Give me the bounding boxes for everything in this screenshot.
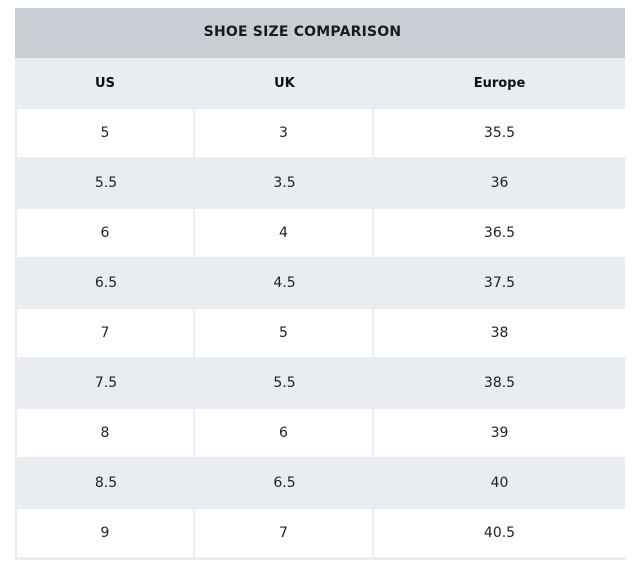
table-row: 5 3 35.5 [17,109,625,157]
column-header-uk: UK [274,75,295,91]
cell-europe: 36.5 [374,209,625,257]
cell-uk: 3 [195,109,372,157]
cell-us: 8 [17,409,193,457]
table-row: 6.5 4.5 37.5 [17,259,625,307]
table-title-bar: SHOE SIZE COMPARISON [15,8,625,58]
table-row: 9 7 40.5 [17,509,625,557]
table-row: 5.5 3.5 36 [17,159,625,207]
cell-europe: 35.5 [374,109,625,157]
table-row: 7.5 5.5 38.5 [17,359,625,407]
cell-europe: 39 [374,409,625,457]
cell-us: 6.5 [94,275,118,291]
cell-uk: 4 [195,209,372,257]
cell-europe: 38.5 [483,375,516,391]
cell-europe: 37.5 [483,275,516,291]
column-header-us: US [95,75,115,91]
table-row: 6 4 36.5 [17,209,625,257]
cell-europe: 40.5 [374,509,625,557]
cell-uk: 5.5 [273,375,296,391]
cell-uk: 4.5 [273,275,296,291]
cell-us: 9 [17,509,193,557]
cell-us: 7.5 [94,375,118,391]
shoe-size-table: SHOE SIZE COMPARISON US UK Europe 5 3 35… [15,8,625,560]
column-header-europe: Europe [473,75,526,91]
header-row: US UK Europe [15,58,625,108]
table-title: SHOE SIZE COMPARISON [203,24,402,40]
cell-europe: 38 [374,309,625,357]
cell-uk: 5 [195,309,372,357]
cell-uk: 6.5 [273,475,296,491]
table-row: 7 5 38 [17,309,625,357]
cell-us: 5 [17,109,193,157]
cell-uk: 3.5 [273,175,296,191]
cell-us: 6 [17,209,193,257]
table-row: 8 6 39 [17,409,625,457]
cell-uk: 6 [195,409,372,457]
cell-europe: 40 [490,475,509,491]
cell-us: 5.5 [94,175,118,191]
cell-uk: 7 [195,509,372,557]
table-row: 8.5 6.5 40 [17,459,625,507]
cell-europe: 36 [490,175,509,191]
cell-us: 7 [17,309,193,357]
cell-us: 8.5 [94,475,118,491]
